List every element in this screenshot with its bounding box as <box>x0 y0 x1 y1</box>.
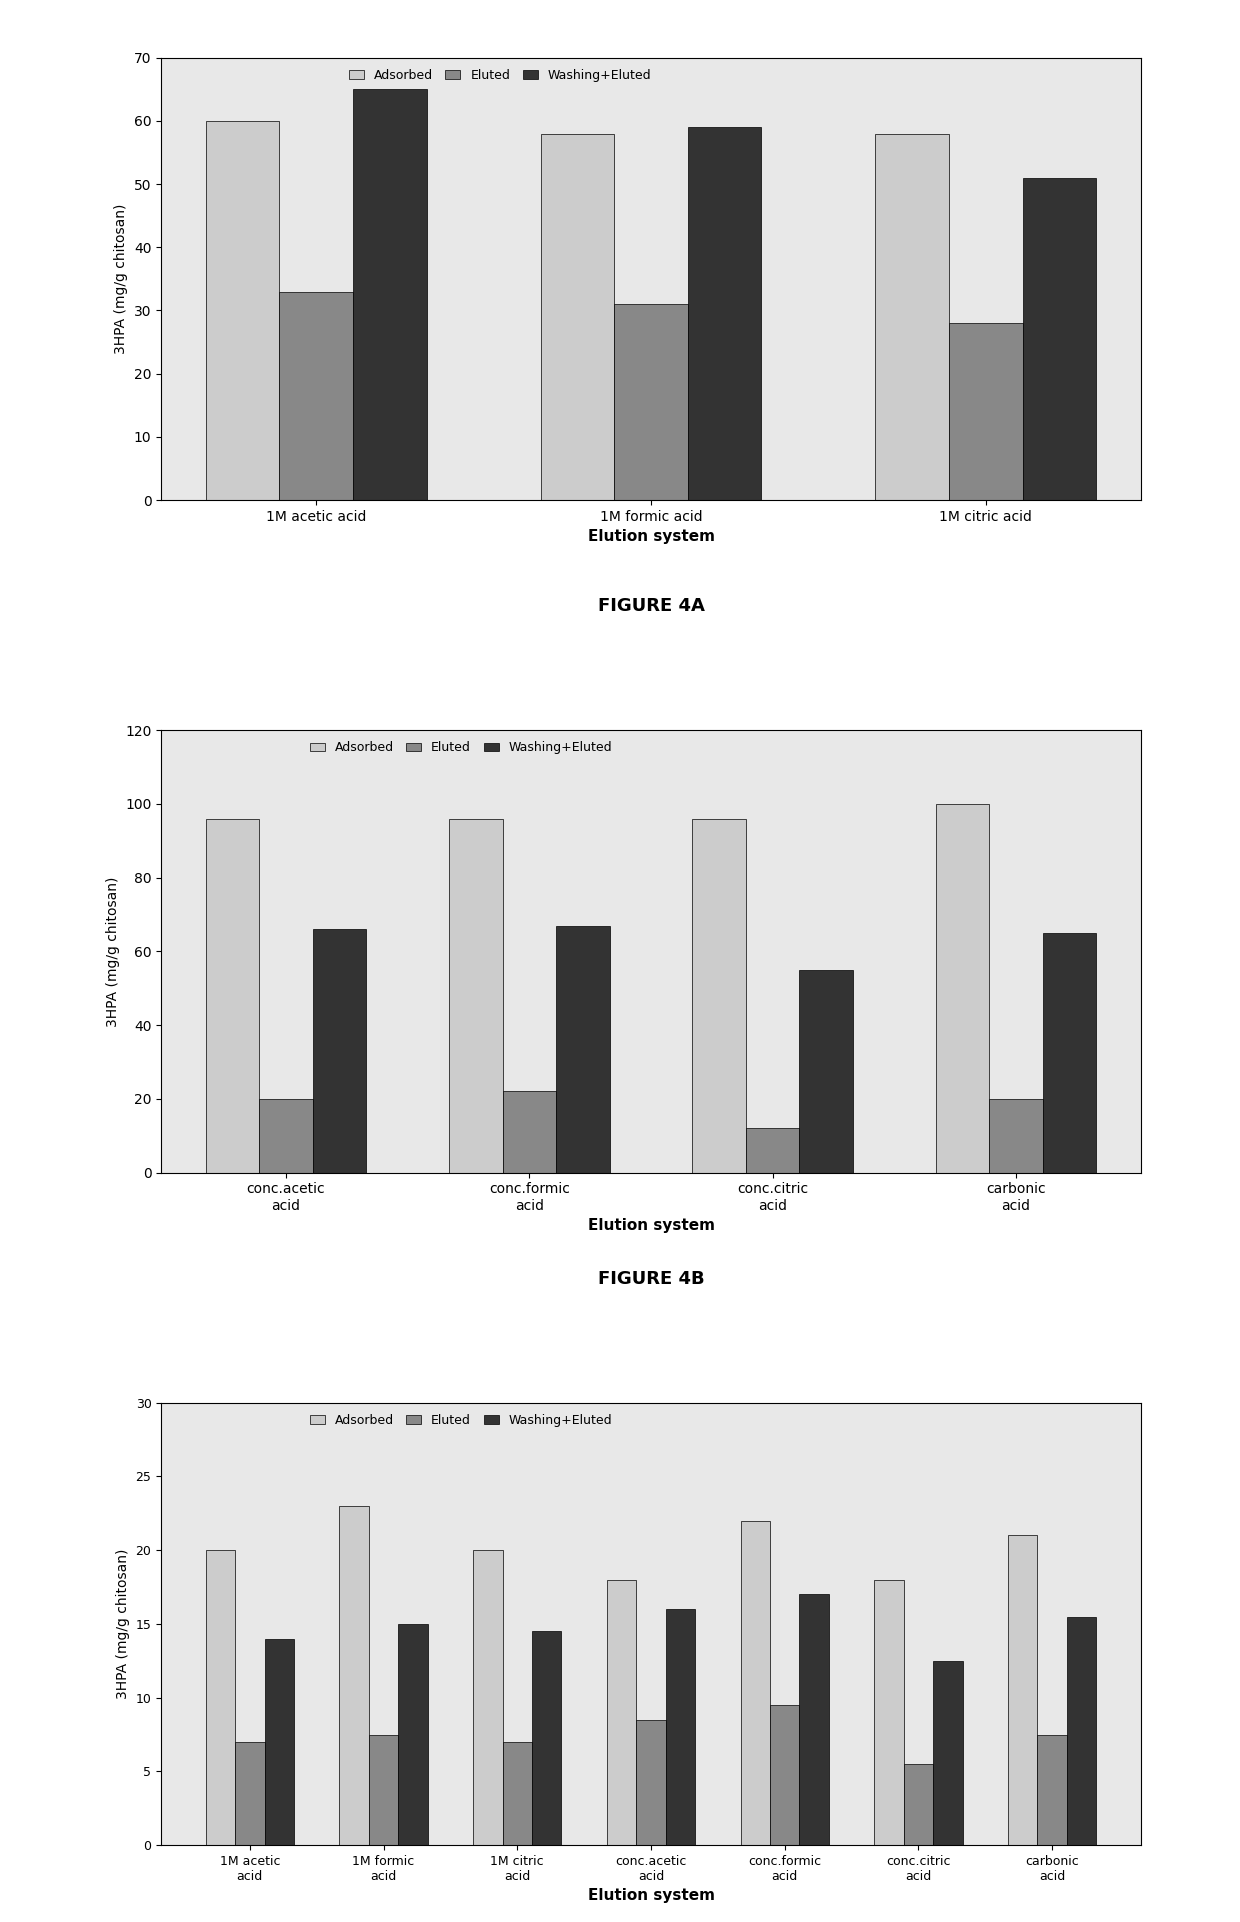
Legend: Adsorbed, Eluted, Washing+Eluted: Adsorbed, Eluted, Washing+Eluted <box>305 736 618 759</box>
Bar <box>692 819 746 1172</box>
Bar <box>532 1632 562 1845</box>
X-axis label: Elution system: Elution system <box>588 529 714 544</box>
X-axis label: Elution system: Elution system <box>588 1219 714 1234</box>
Bar <box>279 292 353 500</box>
Text: FIGURE 4B: FIGURE 4B <box>598 1270 704 1288</box>
Bar <box>874 1580 904 1845</box>
Text: FIGURE 4A: FIGURE 4A <box>598 598 704 615</box>
Bar <box>1066 1616 1096 1845</box>
Bar <box>502 1741 532 1845</box>
Bar <box>990 1099 1043 1172</box>
Bar <box>1008 1536 1038 1845</box>
Legend: Adsorbed, Eluted, Washing+Eluted: Adsorbed, Eluted, Washing+Eluted <box>305 1409 618 1432</box>
Bar <box>541 133 614 500</box>
Bar <box>606 1580 636 1845</box>
Bar <box>800 1595 828 1845</box>
Bar <box>800 971 853 1172</box>
Bar <box>875 133 949 500</box>
Bar <box>934 1661 962 1845</box>
Bar <box>636 1720 666 1845</box>
Y-axis label: 3HPA (mg/g chitosan): 3HPA (mg/g chitosan) <box>114 204 128 354</box>
Bar <box>740 1520 770 1845</box>
Bar <box>264 1639 294 1845</box>
Bar <box>206 819 259 1172</box>
Bar <box>904 1764 934 1845</box>
Bar <box>746 1128 800 1172</box>
Bar <box>770 1705 800 1845</box>
Bar <box>368 1734 398 1845</box>
Bar <box>340 1507 368 1845</box>
Bar <box>688 127 761 500</box>
Bar <box>666 1609 696 1845</box>
Bar <box>502 1092 556 1172</box>
Bar <box>236 1741 264 1845</box>
Bar <box>556 926 610 1172</box>
Bar <box>1023 177 1096 500</box>
Y-axis label: 3HPA (mg/g chitosan): 3HPA (mg/g chitosan) <box>105 876 119 1026</box>
Bar <box>206 1551 236 1845</box>
Y-axis label: 3HPA (mg/g chitosan): 3HPA (mg/g chitosan) <box>117 1549 130 1699</box>
Bar <box>449 819 502 1172</box>
Legend: Adsorbed, Eluted, Washing+Eluted: Adsorbed, Eluted, Washing+Eluted <box>343 63 656 86</box>
Bar <box>353 88 427 500</box>
Bar <box>398 1624 428 1845</box>
Bar <box>474 1551 502 1845</box>
Bar <box>1038 1734 1066 1845</box>
Bar <box>614 304 688 500</box>
Bar <box>206 121 279 500</box>
Bar <box>1043 932 1096 1172</box>
Bar <box>949 323 1023 500</box>
Bar <box>312 928 366 1172</box>
Bar <box>259 1099 312 1172</box>
Bar <box>936 803 990 1172</box>
X-axis label: Elution system: Elution system <box>588 1889 714 1903</box>
